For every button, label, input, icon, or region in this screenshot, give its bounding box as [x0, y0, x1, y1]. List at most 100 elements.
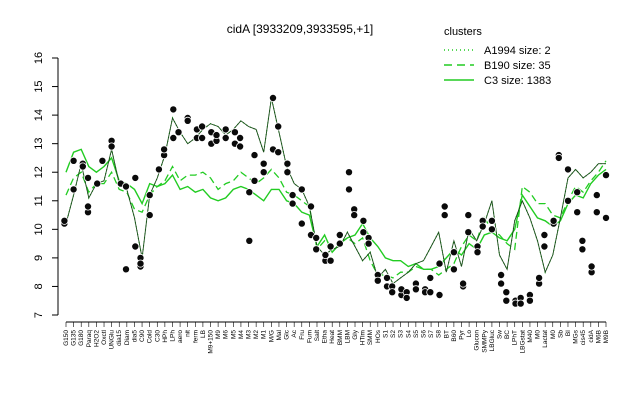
data-point	[131, 242, 140, 251]
x-tick-label: LPh	[169, 330, 176, 342]
series-line-a1994-dark	[65, 97, 606, 285]
x-tick-label: SMM	[367, 330, 374, 345]
data-point	[259, 159, 268, 168]
data-point	[435, 290, 444, 299]
data-point	[326, 256, 335, 265]
x-tick-label: aero	[177, 330, 184, 343]
data-points	[60, 94, 611, 308]
data-point	[426, 288, 435, 297]
data-point	[93, 179, 102, 188]
x-tick-label: dia5	[131, 330, 138, 343]
y-tick-label: 7	[33, 312, 45, 318]
series-lines	[65, 97, 607, 285]
x-tick-label: Glucon	[474, 330, 481, 351]
x-tick-label: B60	[451, 330, 458, 342]
x-tick-label: S1	[382, 330, 389, 338]
legend-label-a1994: A1994 size: 2	[484, 45, 551, 57]
y-tick-label: 12	[33, 166, 45, 178]
x-tick-label: MGs	[573, 329, 580, 343]
x-tick-label: C90	[139, 330, 146, 342]
x-tick-label: S2	[390, 330, 397, 338]
data-point	[516, 299, 525, 308]
data-point	[449, 265, 458, 274]
data-point	[344, 185, 353, 194]
x-tick-label: HTim	[360, 330, 367, 345]
x-tick-label: Lactat	[542, 330, 549, 348]
data-point	[525, 296, 534, 305]
data-point	[426, 273, 435, 282]
x-tick-label: M2	[253, 330, 260, 339]
data-point	[388, 288, 397, 297]
y-tick-label: 14	[33, 109, 45, 121]
x-tick-label: nit	[185, 330, 192, 337]
x-tick-label: H2O2	[93, 330, 100, 347]
data-point	[107, 142, 116, 151]
x-tick-label: SMMPy	[481, 329, 488, 353]
data-point	[497, 279, 506, 288]
x-tick-label: BC	[504, 330, 511, 339]
x-tick-label: HOs	[375, 329, 382, 343]
x-tick-label: M0	[550, 330, 557, 339]
x-tick-label: ferm	[192, 330, 199, 343]
x-tick-label: S8	[436, 330, 443, 338]
data-point	[326, 242, 335, 251]
data-point	[69, 185, 78, 194]
data-point	[288, 199, 297, 208]
x-tick-label: cis45	[580, 330, 587, 346]
x-tick-label: Salt	[314, 330, 321, 341]
x-tick-label: LBM	[344, 330, 351, 343]
data-point	[335, 230, 344, 239]
data-point	[297, 185, 306, 194]
x-tick-label: LBGstat	[519, 330, 526, 354]
axes: 7 8 9 10 11 12 13 14 15 16 G150 G135 G180 Paraq H2O2 O…	[33, 52, 610, 354]
data-point	[578, 245, 587, 254]
x-tick-label: Mal	[276, 329, 283, 340]
y-tick-label: 10	[33, 223, 45, 235]
chart-title: cidA [3933209,3933595,+1]	[227, 22, 373, 36]
legend-entry-b190: B190 size: 35	[444, 60, 551, 72]
x-tick-label: Fum	[306, 330, 313, 343]
x-tick-label: LBGluc	[489, 329, 496, 351]
data-point	[136, 259, 145, 268]
x-tick-label: Fru	[299, 330, 306, 340]
x-tick-label: S3	[398, 330, 405, 338]
data-point	[154, 165, 163, 174]
x-tick-label: M9B	[603, 330, 610, 343]
data-point	[236, 142, 245, 151]
data-point	[602, 213, 611, 222]
data-point	[578, 236, 587, 245]
x-tick-label: M9	[215, 330, 222, 339]
x-tick-label: M4	[238, 330, 245, 339]
x-tick-label: M1	[261, 330, 268, 339]
x-tick-label: Paraq	[86, 330, 93, 348]
legend: clusters A1994 size: 2 B190 size: 35 C3 …	[444, 26, 551, 87]
x-tick-label: M3	[246, 330, 253, 339]
data-point	[122, 182, 131, 191]
x-tick-label: Oxctl	[101, 329, 108, 344]
legend-title: clusters	[444, 26, 482, 38]
data-point	[344, 168, 353, 177]
data-point	[464, 211, 473, 220]
data-point	[221, 133, 230, 142]
data-point	[502, 288, 511, 297]
x-tick-label: Pyr	[458, 329, 465, 340]
data-point	[60, 216, 69, 225]
data-point	[335, 239, 344, 248]
data-point	[84, 202, 93, 211]
x-tick-label: Sw	[497, 330, 504, 339]
x-tick-label: M/G	[268, 330, 275, 342]
data-point	[98, 156, 107, 165]
data-point	[145, 211, 154, 220]
x-tick-label: cidA	[588, 329, 595, 342]
x-tick-label: HPh	[162, 330, 169, 343]
y-tick-label: 15	[33, 80, 45, 92]
data-point	[487, 216, 496, 225]
data-point	[564, 165, 573, 174]
data-point	[312, 233, 321, 242]
data-point	[440, 202, 449, 211]
x-tick-label: Heat	[329, 330, 336, 344]
data-point	[122, 265, 131, 274]
legend-entry-c3: C3 size: 1383	[444, 75, 551, 87]
data-point	[274, 122, 283, 131]
data-point	[274, 148, 283, 157]
